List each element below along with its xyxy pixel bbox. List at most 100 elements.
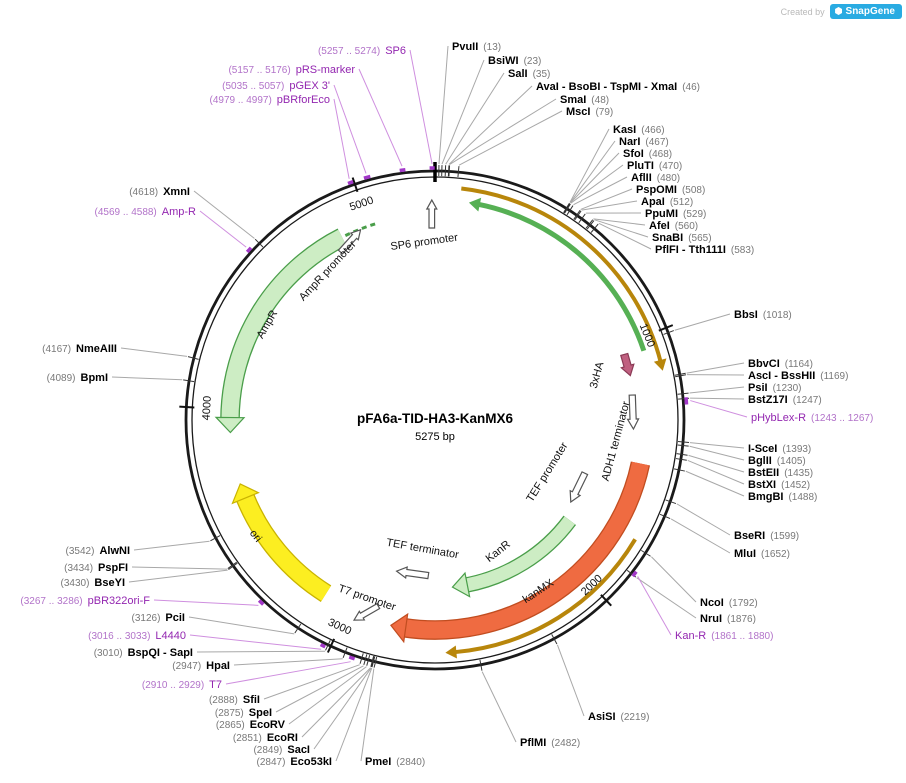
scale-label-3000: 3000: [326, 616, 353, 637]
enzyme-label-AflII: AflII(480): [631, 172, 680, 184]
enzyme-label-SacI: (2849)SacI: [253, 744, 310, 756]
enzyme-label-BpmI: (4089)BpmI: [47, 372, 108, 384]
leader-line-AvaI - BsoBI - TspMI - XmaI: [449, 86, 532, 164]
enzyme-label-AscI - BssHII: AscI - BssHII(1169): [748, 370, 848, 382]
enzyme-site-BglII: [678, 445, 689, 446]
leader-line-PvuII: [439, 46, 448, 164]
enzyme-label-BstXI: BstXI(1452): [748, 479, 810, 491]
enzyme-label-KasI: KasI(466): [613, 124, 665, 136]
primer-site-pHybLex-R: [686, 397, 687, 404]
scale-tick-4000: [179, 407, 194, 408]
enzyme-label-SpeI: (2875)SpeI: [215, 707, 272, 719]
enzyme-label-NarI: NarI(467): [619, 136, 669, 148]
marker-label-TEF-terminator: TEF terminator: [385, 537, 460, 562]
leader-line-pBRforEco: [334, 99, 349, 179]
leader-line-pBR322ori-F: [154, 600, 258, 605]
marker-label-TEF-promoter: TEF promoter: [524, 440, 570, 504]
enzyme-label-BbvCI: BbvCI(1164): [748, 358, 813, 370]
enzyme-label-I-SceI: I-SceI(1393): [748, 443, 811, 455]
created-by-text: Created by: [781, 7, 825, 17]
leader-line-pRS-marker: [359, 69, 402, 166]
enzyme-label-BseYI: (3430)BseYI: [61, 577, 125, 589]
enzyme-label-PsiI: PsiI(1230): [748, 382, 801, 394]
leader-line-Kan-R: [638, 576, 671, 635]
enzyme-label-NcoI: NcoI(1792): [700, 597, 758, 609]
leader-line-BbsI: [675, 314, 730, 330]
leader-line-Amp-R: [200, 211, 246, 247]
primer-label-pGEX 3': (5035 .. 5057)pGEX 3': [222, 80, 330, 92]
branding: Created by ⬢SnapGene: [781, 4, 902, 19]
enzyme-label-SfoI: SfoI(468): [623, 148, 672, 160]
leader-line-BseYI: [129, 570, 228, 582]
marker-TEF-terminator: [396, 566, 429, 581]
leader-line-KasI: [570, 129, 609, 202]
enzyme-site-SmaI: [449, 165, 450, 176]
enzyme-label-PflFI - Tth111I: PflFI - Tth111I(583): [655, 244, 754, 256]
leader-line-BsiWI: [442, 60, 484, 164]
leader-line-Eco53kI: [336, 668, 372, 761]
enzyme-label-BseRI: BseRI(1599): [734, 530, 799, 542]
enzyme-label-BstZ17I: BstZ17I(1247): [748, 394, 822, 406]
leader-line-SP6: [410, 50, 432, 164]
enzyme-label-ApaI: ApaI(512): [641, 196, 693, 208]
primer-label-SP6: (5257 .. 5274)SP6: [318, 45, 406, 57]
leader-line-BseRI: [677, 504, 730, 535]
leader-line-T7: [226, 662, 351, 684]
primer-label-Amp-R: (4569 .. 4588)Amp-R: [95, 206, 197, 218]
primer-label-Kan-R: Kan-R(1861 .. 1880): [675, 630, 773, 642]
leader-line-NcoI: [651, 557, 696, 602]
leader-line-pHybLex-R: [690, 401, 747, 417]
leader-line-EcoRV: [289, 667, 366, 724]
marker-3xHA: [618, 353, 637, 378]
enzyme-site-I-SceI: [678, 442, 689, 443]
leader-line-PsiI: [690, 387, 744, 393]
enzyme-label-PflMI: PflMI(2482): [520, 737, 580, 749]
enzyme-site-MscI: [458, 166, 459, 177]
enzyme-label-PpuMI: PpuMI(529): [645, 208, 706, 220]
enzyme-label-NmeAIII: (4167)NmeAIII: [42, 343, 117, 355]
leader-line-NmeAIII: [121, 348, 187, 356]
leader-line-PciI: [189, 617, 294, 634]
leader-line-pGEX 3': [334, 85, 366, 173]
leader-line-SalI: [446, 73, 504, 164]
leader-line-BspQI - SapI: [197, 651, 325, 652]
enzyme-label-AsiSI: AsiSI(2219): [588, 711, 649, 723]
feature-ori: [232, 484, 326, 594]
marker-TEF-promoter: [566, 471, 590, 505]
leader-line-HpaI: [234, 659, 343, 665]
enzyme-label-PspOMI: PspOMI(508): [636, 184, 705, 196]
marker-label-ADH1-terminator: ADH1 terminator: [600, 400, 633, 483]
leader-line-PluTI: [571, 165, 623, 203]
leader-line-AsiSI: [557, 645, 584, 716]
leader-line-BpmI: [112, 377, 182, 380]
leader-line-NarI: [570, 141, 615, 203]
enzyme-label-XmnI: (4618)XmnI: [129, 186, 190, 198]
snapgene-logo[interactable]: ⬢SnapGene: [830, 4, 902, 19]
leader-line-L4440: [190, 635, 321, 649]
leader-line-EcoRI: [302, 668, 371, 737]
marker-label-SP6-promoter: SP6 promoter: [390, 232, 459, 253]
leader-line-SmaI: [450, 99, 556, 164]
scale-label-4000: 4000: [201, 396, 214, 421]
leader-line-NruI: [637, 578, 696, 618]
plasmid-title: pFA6a-TID-HA3-KanMX6: [357, 411, 514, 426]
primer-label-T7: (2910 .. 2929)T7: [142, 679, 222, 691]
enzyme-label-MluI: MluI(1652): [734, 548, 790, 560]
leader-line-AlwNI: [134, 541, 210, 550]
enzyme-label-SalI: SalI(35): [508, 68, 550, 80]
leader-line-I-SceI: [690, 443, 744, 448]
enzyme-label-SmaI: SmaI(48): [560, 94, 609, 106]
enzyme-label-PciI: (3126)PciI: [132, 612, 185, 624]
enzyme-label-AvaI - BsoBI - TspMI - XmaI: AvaI - BsoBI - TspMI - XmaI(46): [536, 81, 700, 93]
feature-label-KanR: KanR: [484, 538, 513, 564]
enzyme-label-HpaI: (2947)HpaI: [172, 660, 230, 672]
enzyme-site-PsiI: [678, 393, 689, 394]
leader-line-PflFI - Tth111I: [599, 223, 651, 249]
enzyme-label-AlwNI: (3542)AlwNI: [66, 545, 130, 557]
primer-site-L4440: [321, 645, 326, 647]
enzyme-label-BbsI: BbsI(1018): [734, 309, 792, 321]
enzyme-label-EcoRI: (2851)EcoRI: [233, 732, 298, 744]
marker-SP6-promoter: [427, 200, 437, 228]
